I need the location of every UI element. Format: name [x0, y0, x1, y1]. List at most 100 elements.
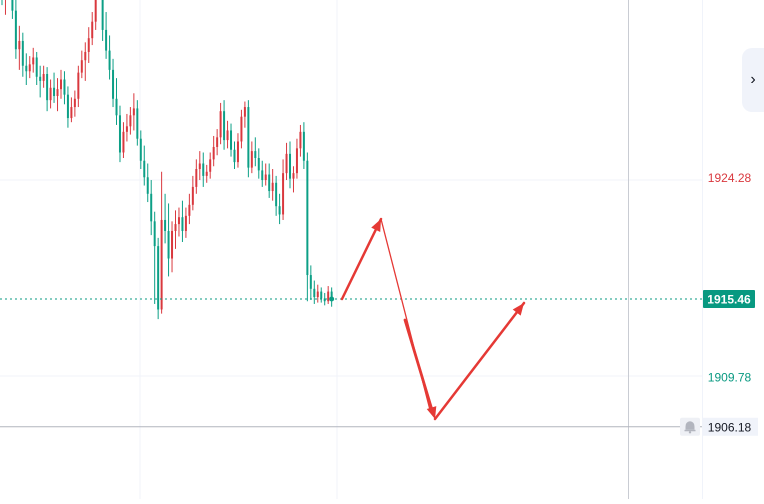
candle — [289, 141, 292, 189]
candle-body — [188, 204, 191, 216]
candle-body — [295, 148, 298, 174]
candle-body — [313, 288, 316, 298]
candle-body — [77, 72, 80, 99]
candle — [14, 0, 17, 59]
candle — [42, 65, 45, 88]
candle — [122, 122, 125, 158]
candle-body — [125, 126, 128, 132]
candle-body — [230, 130, 233, 150]
candle — [302, 122, 305, 170]
candle — [136, 100, 139, 146]
candle — [153, 211, 156, 304]
candle-body — [150, 193, 153, 222]
candle-body — [285, 153, 288, 174]
candle — [226, 120, 229, 149]
candle-body — [306, 160, 309, 276]
candle-body — [108, 50, 111, 70]
candle-body — [327, 291, 330, 302]
candle — [278, 193, 281, 225]
price-level-label: 1909.78 — [708, 371, 752, 385]
candle — [35, 51, 38, 86]
candle — [108, 35, 111, 80]
candle — [327, 286, 330, 304]
candle — [240, 109, 243, 149]
candle-body — [226, 130, 229, 141]
candle-body — [236, 141, 239, 163]
price-axis[interactable]: 1924.28 1915.46 1909.78 1906.18 — [680, 171, 758, 436]
candle-body — [105, 29, 108, 51]
candle — [285, 142, 288, 181]
candle — [212, 135, 215, 167]
current-price-tag — [703, 290, 755, 308]
candle-body — [320, 291, 323, 299]
candle-body — [143, 160, 146, 178]
candle-body — [18, 40, 21, 50]
bell-body — [685, 421, 695, 430]
candle — [150, 180, 153, 236]
candle-body — [292, 173, 295, 179]
candle-body — [118, 115, 121, 153]
candle — [112, 58, 115, 108]
candle-body — [101, 0, 104, 30]
candle — [63, 71, 66, 105]
candle-body — [122, 131, 125, 153]
candle — [125, 113, 128, 142]
candle-body — [250, 151, 253, 168]
candle — [171, 221, 174, 273]
candle-body — [39, 76, 42, 81]
price-levels-layer — [0, 298, 702, 428]
drawn-arrows-layer[interactable] — [340, 217, 526, 421]
candle — [129, 107, 132, 135]
chevron-right-icon: › — [750, 71, 756, 88]
candle-body — [49, 87, 52, 101]
candle — [91, 12, 94, 46]
candle — [101, 0, 104, 41]
candle — [4, 0, 6, 15]
toggle-panel-button[interactable]: › — [742, 48, 764, 112]
candle-body — [73, 98, 76, 108]
current-price-label: 1915.46 — [707, 293, 751, 307]
arrow-up-head — [371, 219, 381, 232]
candle-body — [191, 186, 194, 205]
candle — [53, 72, 56, 103]
candle-body — [14, 10, 17, 50]
candle — [282, 159, 285, 220]
candle — [164, 193, 167, 244]
alert-price-tag — [703, 417, 758, 436]
candle — [188, 193, 191, 225]
candle — [157, 237, 160, 320]
candle — [174, 210, 177, 249]
candle — [323, 292, 326, 306]
candle-body — [316, 291, 319, 298]
candle — [219, 102, 222, 145]
candle-body — [330, 291, 333, 299]
candle — [257, 148, 260, 179]
candle-body — [32, 57, 35, 65]
candle — [247, 100, 250, 178]
candle-body — [171, 230, 174, 259]
candle — [264, 163, 267, 186]
candle — [184, 207, 187, 238]
arrow-down-shaft — [403, 318, 434, 412]
candle-body — [53, 87, 56, 97]
candle-body — [219, 111, 222, 138]
candle — [87, 27, 90, 63]
candle — [70, 97, 73, 123]
candle — [181, 200, 184, 242]
candle — [191, 175, 194, 211]
bell-icon — [684, 421, 696, 434]
candle — [209, 152, 212, 179]
candle-body — [278, 206, 281, 215]
candle-body — [94, 0, 97, 22]
candle — [216, 129, 219, 156]
candle-body — [198, 163, 201, 170]
candle — [198, 151, 201, 181]
candle-body — [184, 215, 187, 231]
candle-body — [66, 94, 69, 119]
candle — [268, 163, 271, 198]
candle-body — [282, 173, 285, 215]
candle-body — [275, 182, 278, 207]
candle-body — [129, 115, 132, 127]
